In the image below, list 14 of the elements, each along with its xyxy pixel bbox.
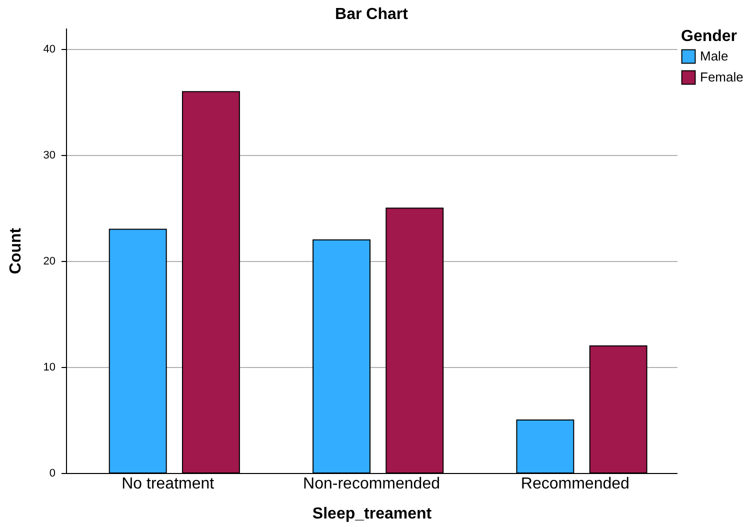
legend-label: Male (700, 48, 728, 64)
y-tick-label: 30 (43, 150, 56, 162)
legend-label: Female (700, 70, 744, 84)
x-tick-label: Non-recommended (303, 476, 440, 492)
x-axis-title: Sleep_treament (312, 506, 432, 522)
legend-title: Gender (681, 28, 738, 45)
y-tick-label: 20 (43, 256, 56, 268)
y-tick-label: 0 (49, 468, 56, 480)
y-tick-label: 10 (43, 362, 56, 374)
x-tick-label: No treatment (122, 476, 215, 492)
y-axis-title: Count (7, 227, 24, 274)
x-tick-label: Recommended (520, 476, 630, 492)
chart-title: Bar Chart (335, 6, 409, 23)
y-tick-label: 40 (43, 44, 56, 56)
